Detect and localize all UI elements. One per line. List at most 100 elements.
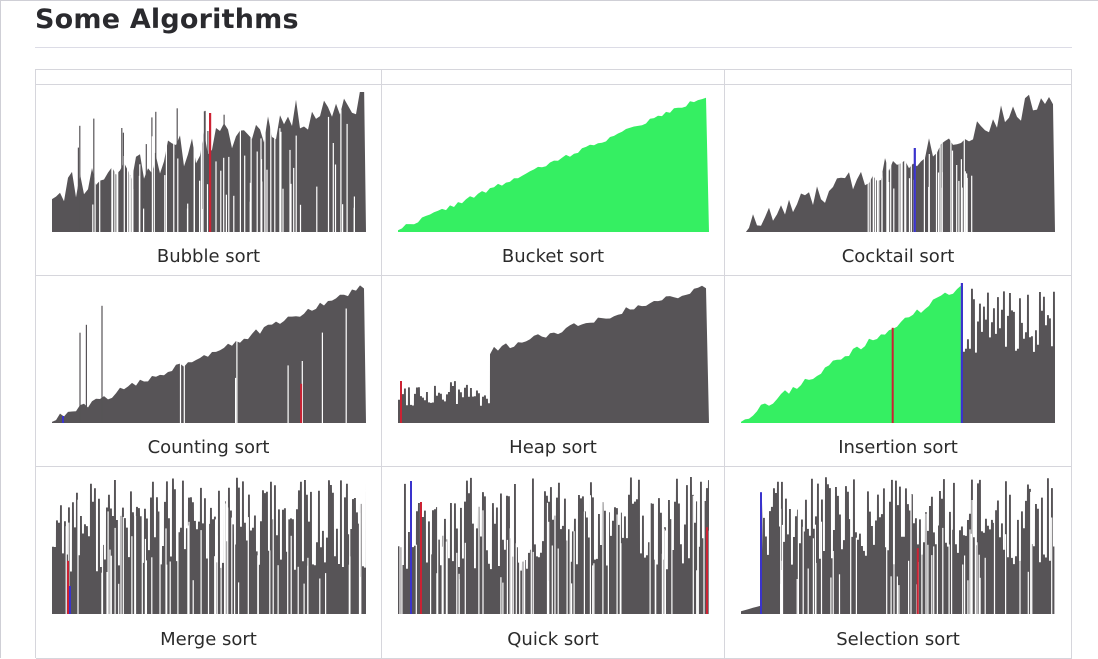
bar-gap xyxy=(257,555,258,614)
bar-gap xyxy=(964,556,965,615)
bar-gap xyxy=(558,549,559,615)
bar-gap xyxy=(225,504,226,615)
bar-spike xyxy=(204,111,205,232)
heap-sort-visualization xyxy=(398,283,709,423)
bar-gap xyxy=(1019,506,1020,614)
bar-spike xyxy=(121,128,122,232)
algorithm-caption: Quick sort xyxy=(382,629,724,650)
bar-gap xyxy=(510,528,511,614)
bar-gap xyxy=(781,570,782,614)
bar-gap xyxy=(938,173,939,233)
quick-sort-visualization xyxy=(398,474,709,614)
bar-gap xyxy=(207,184,208,232)
bar-gap xyxy=(92,205,93,233)
bar-gap xyxy=(322,333,323,423)
algorithm-caption: Merge sort xyxy=(36,629,381,650)
bar-gap xyxy=(279,128,280,232)
bar-gap xyxy=(228,157,229,232)
bar-gap xyxy=(240,123,241,232)
bar-gap xyxy=(519,555,520,614)
bar-gap xyxy=(112,109,113,232)
bar-gap xyxy=(929,154,930,232)
bar-gap xyxy=(875,165,876,232)
table-header-cell xyxy=(382,70,725,85)
bar-gap xyxy=(942,528,943,614)
bar-gap xyxy=(500,577,501,614)
algorithm-cell-bucket: Bucket sort xyxy=(382,85,725,276)
bar-gap xyxy=(870,166,871,232)
bar-gap xyxy=(184,327,185,423)
bar-gap xyxy=(531,495,532,614)
bar-gap xyxy=(77,500,78,614)
bar-gap xyxy=(177,159,178,233)
bar-gap xyxy=(921,542,922,614)
compare-marker-red xyxy=(706,527,708,614)
bar-gap xyxy=(328,117,329,232)
algorithm-cell-quick: Quick sort xyxy=(382,467,725,659)
bar-gap xyxy=(967,580,968,614)
algorithm-cell-selection: Selection sort xyxy=(725,467,1072,659)
compare-marker-red xyxy=(917,548,919,614)
compare-marker-red xyxy=(209,113,211,232)
bar-gap xyxy=(166,144,167,232)
bar-gap xyxy=(360,489,361,614)
algorithm-caption: Heap sort xyxy=(382,437,724,458)
bar-gap xyxy=(282,189,283,232)
bar-gap xyxy=(985,558,986,614)
bar-gap xyxy=(617,515,618,615)
compare-marker-blue xyxy=(961,283,963,423)
bar-gap xyxy=(969,529,970,614)
bar-gap xyxy=(99,141,100,232)
bar-gap xyxy=(293,168,294,232)
insertion-sort-visualization xyxy=(741,283,1055,423)
algorithm-caption: Counting sort xyxy=(36,437,381,458)
bar-gap xyxy=(703,498,704,615)
bar-gap xyxy=(399,536,400,614)
bar-gap xyxy=(127,138,128,232)
window-left-border xyxy=(0,0,1,658)
bar-gap xyxy=(821,522,822,614)
bar-gap xyxy=(264,122,265,232)
bar-gap xyxy=(979,555,980,614)
bar-gap xyxy=(347,124,348,232)
bar-gap xyxy=(346,309,347,424)
compare-marker-blue xyxy=(914,148,916,232)
bar-gap xyxy=(584,511,585,614)
bar-spike xyxy=(79,333,80,423)
bar-gap xyxy=(830,578,831,615)
page-title: Some Algorithms xyxy=(35,4,299,35)
bar-gap xyxy=(340,110,341,232)
bar-gap xyxy=(909,178,910,232)
bar-gap xyxy=(188,522,189,614)
bar-gap xyxy=(180,308,181,423)
bar-gap xyxy=(231,518,232,614)
bar-gap xyxy=(554,489,555,614)
bar-gap xyxy=(533,552,534,614)
bar-gap xyxy=(1028,572,1029,614)
bar-gap xyxy=(693,496,694,614)
bar-gap xyxy=(933,546,934,614)
bar-gap xyxy=(199,181,200,232)
bar-gap xyxy=(850,506,851,614)
bar-gap xyxy=(924,156,925,232)
bar-gap xyxy=(319,579,320,615)
bar-gap xyxy=(316,187,317,232)
bar-gap xyxy=(893,189,894,233)
bar-gap xyxy=(482,510,483,614)
bar-gap xyxy=(202,209,203,232)
bar-gap xyxy=(173,136,174,232)
algorithm-caption: Selection sort xyxy=(725,629,1071,650)
bar-gap xyxy=(956,165,957,232)
bar-gap xyxy=(891,576,892,614)
bar-gap xyxy=(567,526,568,614)
bar-gap xyxy=(238,582,239,614)
bar-gap xyxy=(288,365,289,423)
compare-marker-red xyxy=(300,384,302,423)
bar-gap xyxy=(950,134,951,233)
compare-marker-blue xyxy=(410,481,412,614)
bar-gap xyxy=(936,134,937,232)
bar-gap xyxy=(300,205,301,232)
algorithms-table: Bubble sort Bucket sort Cocktail sort Co… xyxy=(35,69,1072,658)
bar-gap xyxy=(220,171,221,232)
bar-area xyxy=(52,285,366,423)
